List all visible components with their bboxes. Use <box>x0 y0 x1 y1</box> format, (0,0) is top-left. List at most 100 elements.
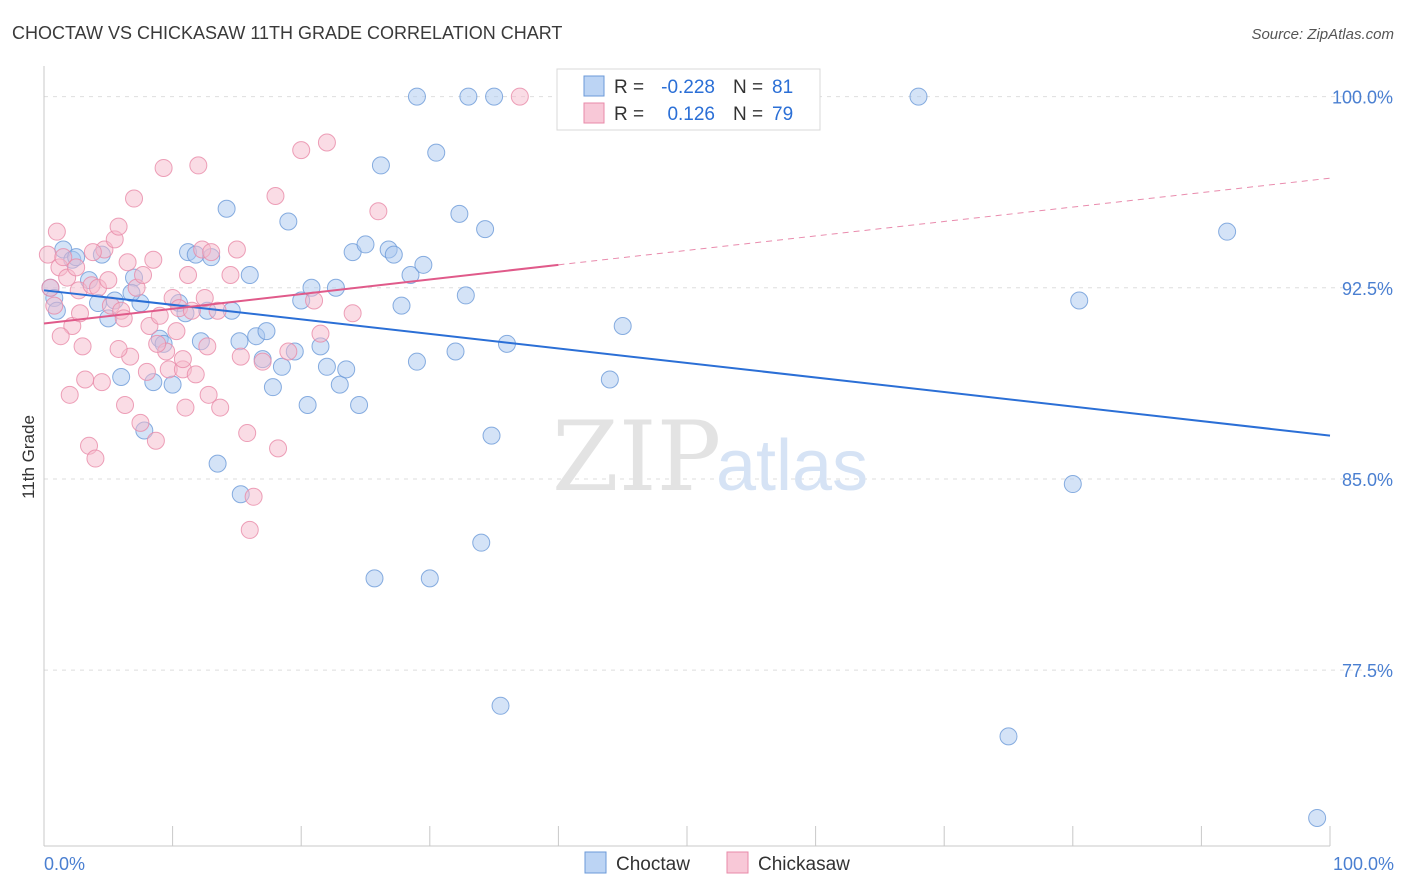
stats-r-value-chickasaw: 0.126 <box>667 104 715 125</box>
choctaw-point <box>459 87 478 106</box>
chickasaw-point <box>109 217 128 236</box>
choctaw-point <box>407 352 426 371</box>
choctaw-point <box>420 569 439 588</box>
scatter-points <box>38 87 1327 827</box>
chickasaw-point <box>67 258 86 277</box>
chickasaw-point <box>47 222 66 241</box>
stats-n-value-chickasaw: 79 <box>772 104 793 125</box>
choctaw-point <box>279 212 298 231</box>
stats-legend: R = -0.228 N = 81 R = 0.126 N = 79 <box>556 68 821 131</box>
choctaw-point <box>472 533 491 552</box>
chickasaw-point <box>99 271 118 290</box>
choctaw-point <box>371 156 390 175</box>
choctaw-point <box>317 357 336 376</box>
choctaw-point <box>217 199 236 218</box>
chickasaw-point <box>369 202 388 221</box>
chickasaw-point <box>176 398 195 417</box>
choctaw-point <box>350 396 369 415</box>
legend-swatch-choctaw <box>584 851 607 874</box>
chickasaw-point <box>54 248 73 267</box>
choctaw-point <box>298 396 317 415</box>
choctaw-point <box>909 87 928 106</box>
chickasaw-point <box>211 398 230 417</box>
chickasaw-point <box>202 243 221 262</box>
chickasaw-point <box>199 385 218 404</box>
x-tick-max: 100.0% <box>1333 854 1394 874</box>
chickasaw-point <box>279 342 298 361</box>
chart-source: Source: ZipAtlas.com <box>1251 26 1394 43</box>
chickasaw-point <box>173 350 192 369</box>
chart-title: CHOCTAW VS CHICKASAW 11TH GRADE CORRELAT… <box>12 23 562 43</box>
chickasaw-point <box>240 520 259 539</box>
choctaw-point <box>356 235 375 254</box>
y-axis-label: 11th Grade <box>19 415 38 499</box>
choctaw-point <box>1070 291 1089 310</box>
chickasaw-point <box>179 266 198 285</box>
chickasaw-point <box>189 156 208 175</box>
y-tick-label: 85.0% <box>1342 470 1393 490</box>
x-tick-min: 0.0% <box>44 854 85 874</box>
stats-r-label-chickasaw: R = <box>614 104 644 125</box>
chickasaw-point <box>131 413 150 432</box>
chickasaw-point <box>195 288 214 307</box>
choctaw-point <box>1218 222 1237 241</box>
trend-lines <box>43 177 1331 437</box>
stats-r-value-choctaw: -0.228 <box>661 77 715 98</box>
choctaw-point <box>414 255 433 274</box>
chickasaw-point <box>71 304 90 323</box>
choctaw-point <box>427 143 446 162</box>
watermark-atlas: atlas <box>716 426 868 506</box>
chickasaw-point <box>510 87 529 106</box>
choctaw-point <box>272 357 291 376</box>
chickasaw-point <box>221 266 240 285</box>
choctaw-point <box>337 360 356 379</box>
chickasaw-point <box>292 141 311 160</box>
choctaw-point <box>112 367 131 386</box>
y-tick-label: 100.0% <box>1332 88 1393 108</box>
chickasaw-point <box>253 352 272 371</box>
chickasaw-point <box>76 370 95 389</box>
choctaw-trend-line <box>43 289 1331 437</box>
choctaw-point <box>384 245 403 264</box>
choctaw-point <box>240 266 259 285</box>
chickasaw-trend-line <box>43 263 559 325</box>
legend-swatch-chickasaw <box>726 851 749 874</box>
chickasaw-point <box>266 187 285 205</box>
choctaw-point <box>999 727 1018 746</box>
choctaw-point <box>326 278 345 297</box>
chickasaw-point <box>227 240 246 259</box>
choctaw-point <box>392 296 411 315</box>
choctaw-point <box>365 569 384 588</box>
choctaw-point <box>485 87 504 106</box>
chickasaw-point <box>45 296 64 315</box>
chickasaw-point <box>125 189 144 208</box>
stats-n-value-choctaw: 81 <box>772 77 793 98</box>
choctaw-point <box>456 286 475 305</box>
stats-swatch-choctaw <box>583 75 605 97</box>
bottom-legend: Choctaw Chickasaw <box>584 851 850 875</box>
chickasaw-point <box>83 243 102 262</box>
chickasaw-point <box>41 278 60 297</box>
chickasaw-point <box>269 439 288 458</box>
y-tick-labels: 100.0% 92.5% 85.0% 77.5% <box>1332 88 1393 682</box>
choctaw-point <box>263 378 282 397</box>
chickasaw-point <box>231 347 250 366</box>
axes <box>43 66 1331 847</box>
choctaw-point <box>401 266 420 285</box>
choctaw-point <box>491 696 510 715</box>
y-tick-label: 92.5% <box>1342 279 1393 299</box>
chickasaw-point <box>148 334 167 353</box>
choctaw-point <box>208 454 227 473</box>
choctaw-point <box>1063 475 1082 494</box>
chickasaw-point <box>137 362 156 381</box>
chickasaw-point <box>146 431 165 450</box>
choctaw-point <box>330 375 349 394</box>
choctaw-point <box>230 332 249 351</box>
stats-swatch-chickasaw <box>583 102 605 124</box>
watermark: ZIP atlas <box>552 401 868 513</box>
choctaw-point <box>476 220 495 239</box>
legend-label-chickasaw: Chickasaw <box>758 854 850 875</box>
chickasaw-point <box>134 266 153 285</box>
choctaw-point <box>257 322 276 341</box>
